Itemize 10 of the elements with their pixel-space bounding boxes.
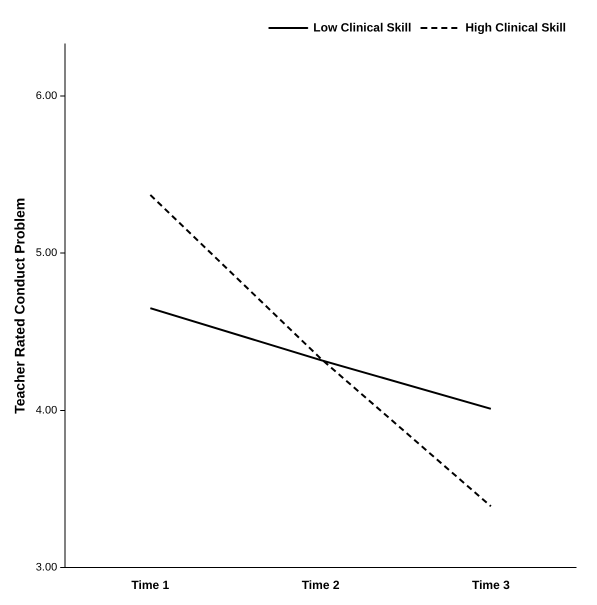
y-tick-label: 4.00 [36, 404, 58, 416]
x-tick-label: Time 2 [302, 578, 340, 592]
legend-label: High Clinical Skill [465, 20, 566, 34]
x-tick-label: Time 1 [131, 578, 170, 592]
legend-label: Low Clinical Skill [313, 20, 412, 34]
y-tick-label: 3.00 [36, 562, 58, 574]
y-axis-title: Teacher Rated Conduct Problem [11, 198, 28, 414]
x-tick-label: Time 3 [472, 578, 510, 592]
y-tick-label: 5.00 [36, 247, 58, 260]
y-tick-label: 6.00 [36, 90, 58, 102]
